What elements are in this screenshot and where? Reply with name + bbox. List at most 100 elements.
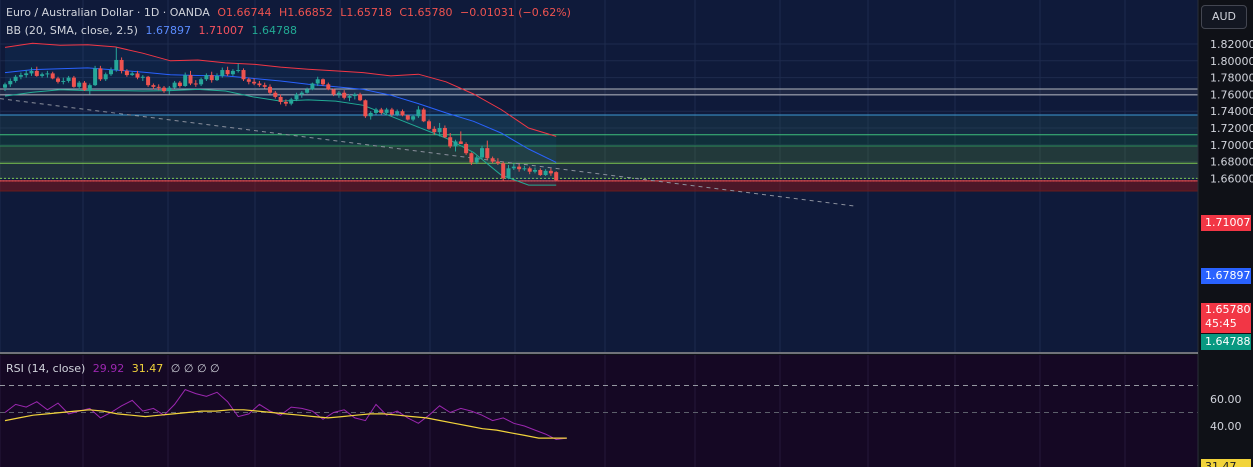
candle-body bbox=[448, 137, 453, 147]
candle-body bbox=[268, 86, 272, 93]
candle-body bbox=[188, 75, 193, 84]
candle-body bbox=[469, 153, 474, 163]
candle-body bbox=[405, 115, 410, 120]
last-price-badge: 1.65780 45:45 bbox=[1201, 303, 1251, 333]
price-zone bbox=[0, 163, 1198, 179]
low-value: L1.65718 bbox=[340, 6, 392, 19]
rsi-pane bbox=[0, 385, 1198, 441]
candle-body bbox=[209, 75, 214, 81]
candle-body bbox=[252, 81, 257, 84]
rsi-ma-line bbox=[4, 409, 567, 439]
candle-body bbox=[199, 79, 204, 85]
candle-body bbox=[538, 170, 543, 176]
candle-body bbox=[495, 161, 500, 164]
bb-basis-badge: 1.67897 bbox=[1201, 268, 1251, 284]
rsi-ma-badge: 31.47 bbox=[1201, 459, 1251, 467]
candle-body bbox=[427, 121, 431, 129]
bb-legend[interactable]: BB (20, SMA, close, 2.5) 1.67897 1.71007… bbox=[6, 24, 301, 37]
rsi-value: 29.92 bbox=[92, 362, 125, 375]
candle-body bbox=[93, 68, 98, 86]
candle-body bbox=[548, 170, 553, 174]
candle-body bbox=[24, 73, 29, 76]
candle-body bbox=[389, 109, 394, 115]
candle-body bbox=[135, 73, 140, 78]
candle-body bbox=[511, 166, 516, 169]
price-zone bbox=[0, 180, 1198, 191]
price-tick-label: 1.68000 bbox=[1210, 156, 1253, 169]
candle-body bbox=[352, 94, 357, 97]
candle-body bbox=[230, 70, 235, 75]
candle-body bbox=[421, 109, 426, 122]
candle-body bbox=[193, 83, 198, 85]
candle-body bbox=[3, 84, 7, 88]
candle-body bbox=[177, 82, 182, 86]
candle-body bbox=[480, 148, 484, 158]
candle-body bbox=[204, 75, 209, 80]
candle-body bbox=[342, 92, 347, 98]
candle-body bbox=[241, 70, 246, 80]
high-value: H1.66852 bbox=[278, 6, 333, 19]
rsi-extra: ∅ ∅ ∅ ∅ bbox=[170, 362, 220, 375]
candle-body bbox=[151, 85, 156, 87]
candle-body bbox=[220, 70, 225, 76]
candle-body bbox=[305, 89, 310, 93]
candle-body bbox=[124, 70, 129, 76]
candle-body bbox=[13, 76, 18, 81]
candle-body bbox=[411, 116, 416, 120]
price-tick-label: 1.82000 bbox=[1210, 38, 1253, 51]
last-price-value: 1.65780 bbox=[1205, 303, 1251, 316]
candle-body bbox=[18, 75, 23, 77]
currency-button[interactable]: AUD bbox=[1201, 5, 1247, 29]
candle-body bbox=[517, 166, 522, 170]
symbol-title[interactable]: Euro / Australian Dollar · 1D · OANDA bbox=[6, 6, 210, 19]
candle-body bbox=[119, 59, 124, 71]
candle-body bbox=[294, 94, 299, 100]
price-axis: 1.82000 1.80000 1.78000 1.76000 1.74000 1.720… bbox=[1210, 38, 1253, 433]
candle-body bbox=[501, 163, 506, 179]
candle-body bbox=[522, 168, 527, 170]
candle-body bbox=[66, 77, 71, 81]
candle-body bbox=[289, 99, 294, 104]
candle-body bbox=[326, 84, 331, 90]
price-zone bbox=[0, 88, 1198, 95]
bb-lower-value: 1.64788 bbox=[251, 24, 297, 37]
candle-body bbox=[432, 128, 437, 133]
candle-body bbox=[103, 74, 108, 80]
candle-body bbox=[299, 92, 304, 95]
candle-body bbox=[315, 79, 320, 84]
open-value: O1.66744 bbox=[217, 6, 272, 19]
candle-body bbox=[527, 168, 532, 172]
price-zone bbox=[0, 134, 1198, 147]
price-tick-label: 1.76000 bbox=[1210, 88, 1253, 101]
candle-body bbox=[458, 141, 463, 144]
rsi-line bbox=[4, 388, 567, 441]
candle-body bbox=[533, 170, 537, 172]
candle-body bbox=[358, 94, 363, 101]
candle-body bbox=[215, 75, 219, 81]
candle-body bbox=[114, 59, 119, 71]
candle-body bbox=[485, 148, 490, 159]
candle-body bbox=[156, 86, 161, 88]
candle-body bbox=[554, 172, 559, 181]
candle-body bbox=[400, 111, 405, 116]
candle-body bbox=[278, 96, 283, 102]
bb-upper-value: 1.71007 bbox=[198, 24, 244, 37]
candle-body bbox=[262, 85, 267, 87]
price-tick-label: 1.70000 bbox=[1210, 139, 1253, 152]
horizontal-levels bbox=[0, 88, 1198, 192]
candle-body bbox=[246, 79, 251, 82]
candle-body bbox=[543, 170, 548, 176]
close-value: C1.65780 bbox=[399, 6, 453, 19]
candle-body bbox=[490, 158, 495, 162]
change-value: −0.01031 (−0.62%) bbox=[460, 6, 571, 19]
candle-body bbox=[384, 109, 389, 113]
rsi-legend[interactable]: RSI (14, close) 29.92 31.47 ∅ ∅ ∅ ∅ bbox=[6, 362, 224, 375]
candle-body bbox=[50, 73, 55, 79]
candle-countdown: 45:45 bbox=[1205, 317, 1237, 330]
bb-label: BB (20, SMA, close, 2.5) bbox=[6, 24, 138, 37]
bb-upper-line bbox=[4, 42, 557, 137]
candle-body bbox=[331, 89, 336, 95]
candle-body bbox=[29, 70, 34, 74]
